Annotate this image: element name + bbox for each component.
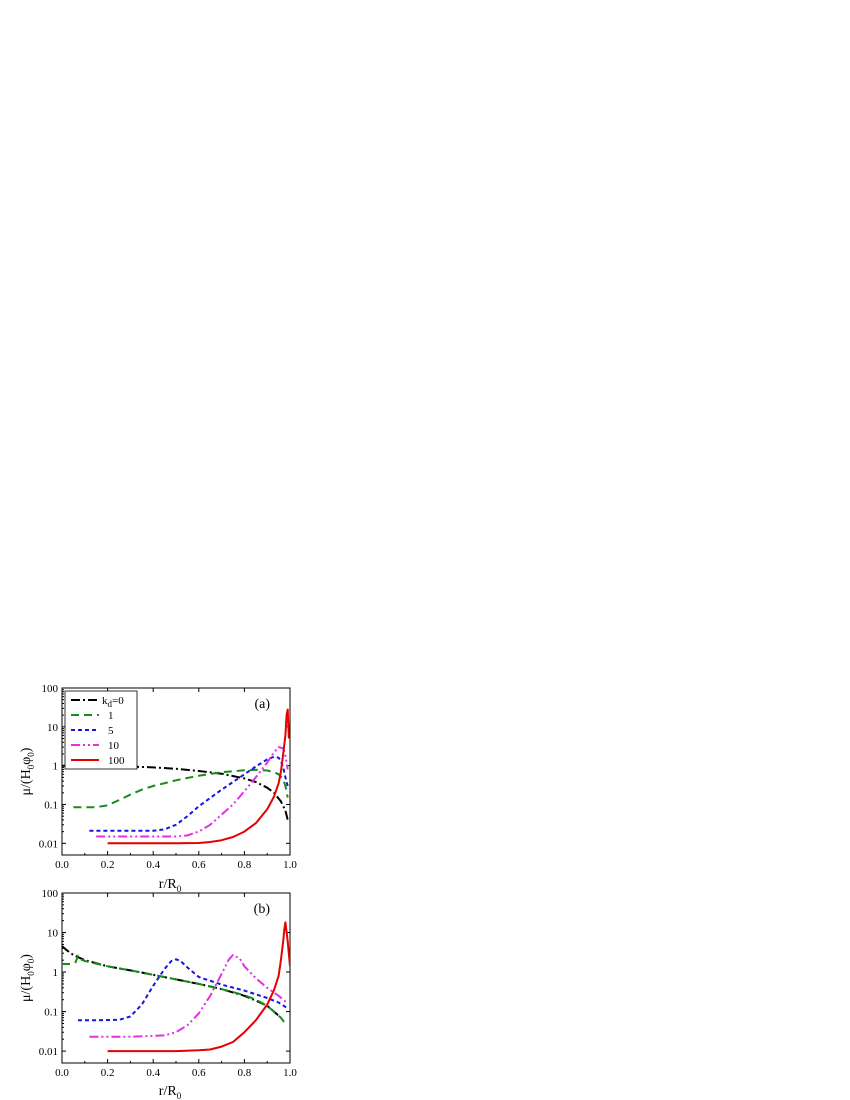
y-tick-label: 10 <box>47 928 59 940</box>
series-group <box>62 708 290 845</box>
y-axis-label: μ/(H0φ0) <box>19 954 36 1002</box>
y-axis-label-part: 0 <box>26 764 36 769</box>
series-group <box>62 921 290 1053</box>
legend-box <box>64 690 138 770</box>
y-tick-label: 10 <box>47 722 59 734</box>
y-tick-label: 1 <box>53 761 59 773</box>
legend-entry: 100 <box>108 755 125 767</box>
x-tick-label: 1.0 <box>283 859 297 871</box>
y-axis-label-part: 0 <box>26 958 36 963</box>
panel-b-chart: 0.0 0.2 0.4 0.6 0.8 1.00.010.1110100r/R0μ/(H0… <box>19 888 297 1100</box>
x-tick-label: 1.0 <box>283 1067 297 1079</box>
series-line-k100 <box>107 921 290 1053</box>
y-axis-label-part: 0 <box>26 752 36 757</box>
legend-entry: 1 <box>108 710 114 722</box>
legend-title-sub: d <box>108 699 113 709</box>
y-axis-label-part: φ <box>19 963 34 971</box>
legend-entry-label: 10 <box>108 740 120 752</box>
legend-entry-label: 100 <box>108 755 125 767</box>
x-axis-label: r/R0 <box>159 877 182 894</box>
y-tick-label: 1 <box>53 967 59 979</box>
series-line-k0 <box>62 764 289 821</box>
x-axis-label-main: r/R <box>159 1084 178 1099</box>
series-line-k10 <box>89 954 289 1038</box>
panel-a-chart: 0.0 0.2 0.4 0.6 0.8 1.00.010.1110100r/R0μ/(H0… <box>19 683 297 894</box>
x-tick-label: 0.2 <box>101 1067 115 1079</box>
series-line-k1 <box>62 954 287 1025</box>
y-tick-label: 100 <box>42 683 59 695</box>
y-axis-label-part: ) <box>19 954 34 959</box>
legend-entry: 5 <box>108 725 114 737</box>
x-tick-label: 0.4 <box>146 1067 160 1079</box>
x-tick-label: 0.6 <box>192 859 206 871</box>
series-line-k5 <box>78 958 289 1022</box>
y-tick-label: 0.01 <box>39 838 58 850</box>
y-tick-label: 0.01 <box>39 1046 58 1058</box>
x-tick-label: 0.6 <box>192 1067 206 1079</box>
panel-label: (a) <box>254 697 270 712</box>
y-tick-label: 0.1 <box>44 1007 58 1019</box>
series-line-k1 <box>73 768 289 809</box>
x-tick-label: 0.4 <box>146 859 160 871</box>
legend-entry: kd=0 <box>102 695 124 709</box>
x-tick-label: 0.0 <box>55 1067 69 1079</box>
legend-entry-label: 5 <box>108 725 114 737</box>
x-tick-label: 0.8 <box>238 1067 252 1079</box>
x-tick-label: 0.2 <box>101 859 115 871</box>
legend-entry-label: 1 <box>108 710 114 722</box>
y-axis-label-part: μ/(H <box>19 976 34 1002</box>
panel-label: (b) <box>254 902 271 917</box>
x-axis-label-sub: 0 <box>177 1091 182 1100</box>
x-axis-label: r/R0 <box>159 1084 182 1100</box>
y-tick-label: 0.1 <box>44 799 58 811</box>
series-line-k10 <box>96 746 289 838</box>
y-tick-label: 100 <box>42 888 59 900</box>
x-axis-label-sub: 0 <box>177 884 182 894</box>
y-axis-label-part: φ <box>19 757 34 765</box>
y-axis-label-part: ) <box>19 747 34 752</box>
series-line-k0 <box>62 945 282 1019</box>
x-tick-label: 0.8 <box>238 859 252 871</box>
x-tick-label: 0.0 <box>55 859 69 871</box>
y-axis-label: μ/(H0φ0) <box>19 747 36 795</box>
series-line-k100 <box>107 708 290 845</box>
y-axis-label-part: 0 <box>26 971 36 976</box>
legend-title-prefix: k <box>102 695 108 707</box>
legend-entry: 10 <box>108 740 120 752</box>
x-axis-label-main: r/R <box>159 877 178 892</box>
y-axis-label-part: μ/(H <box>19 769 34 795</box>
legend-entry-label: =0 <box>112 695 124 707</box>
